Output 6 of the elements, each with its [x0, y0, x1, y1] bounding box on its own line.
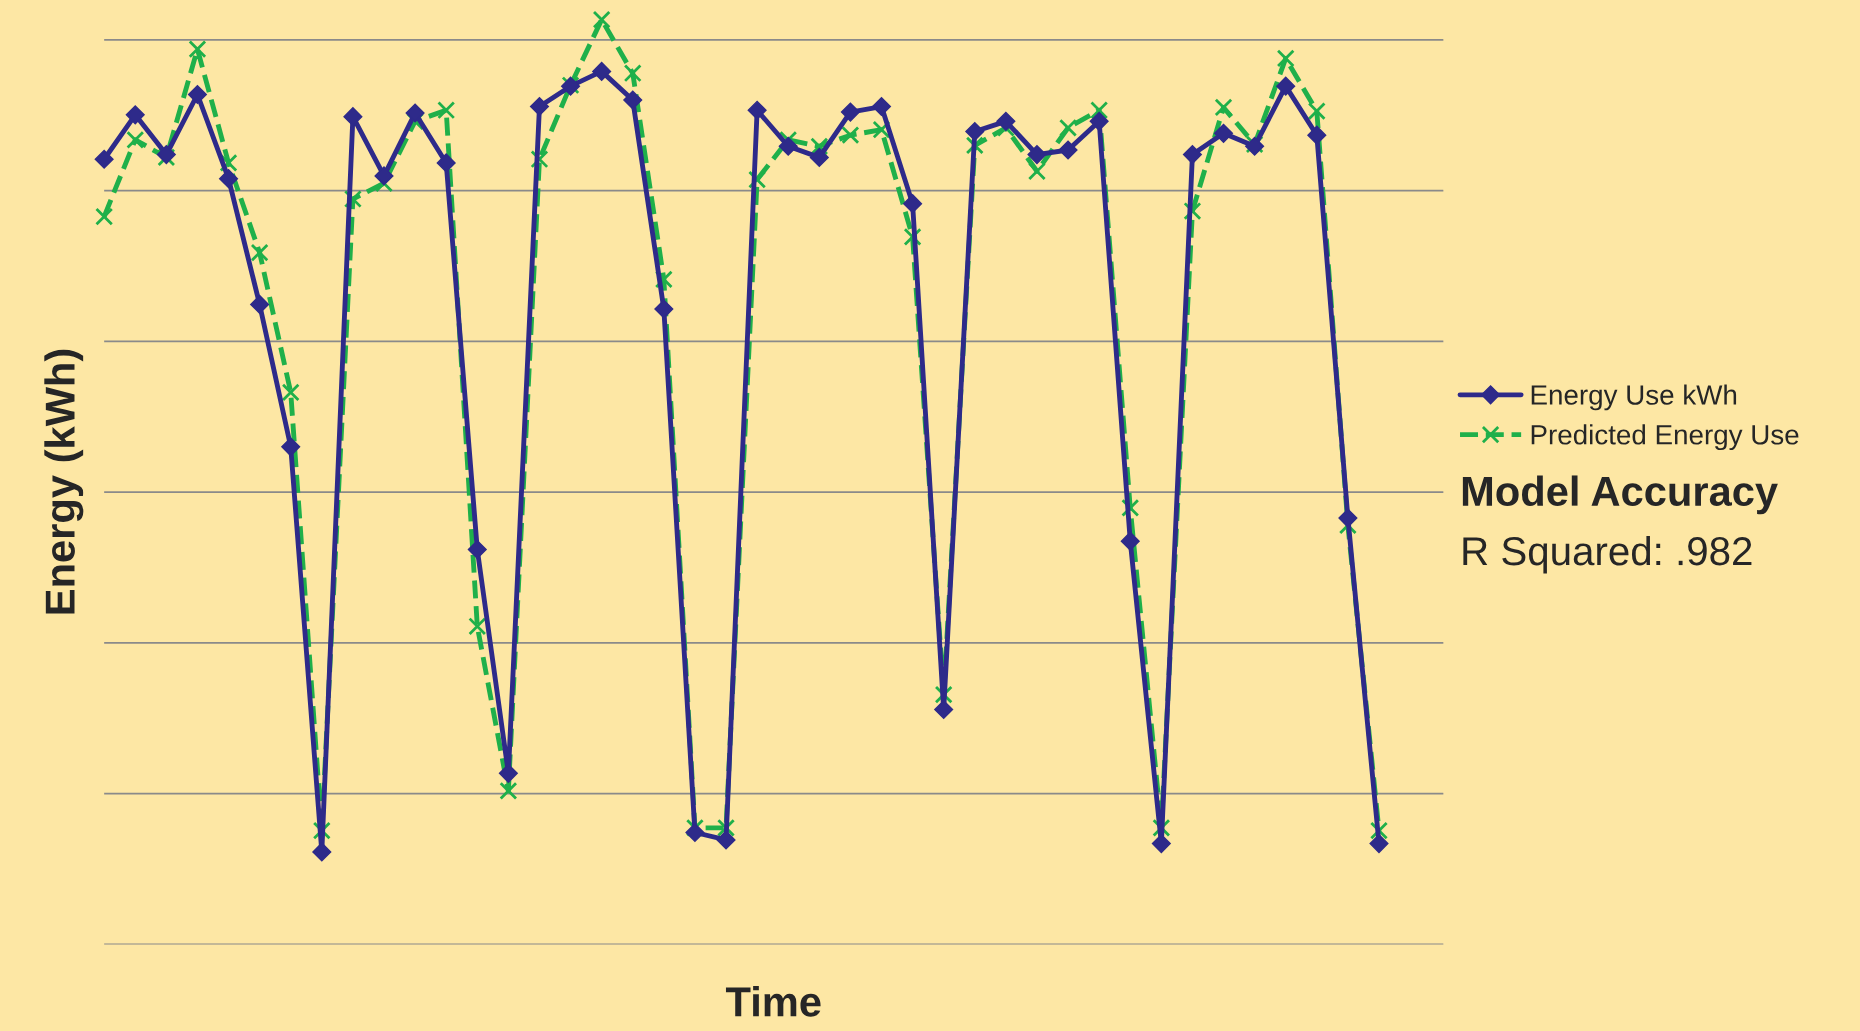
x-axis-title: Time — [725, 986, 821, 1017]
legend-label: Predicted Energy Use — [1531, 424, 1799, 451]
legend-label: Energy Use kWh — [1531, 384, 1737, 411]
text: R Squared: .982 — [1463, 535, 1752, 574]
y-axis-title: Energy (kWh) — [44, 349, 84, 614]
text: Model Accuracy — [1462, 475, 1778, 515]
